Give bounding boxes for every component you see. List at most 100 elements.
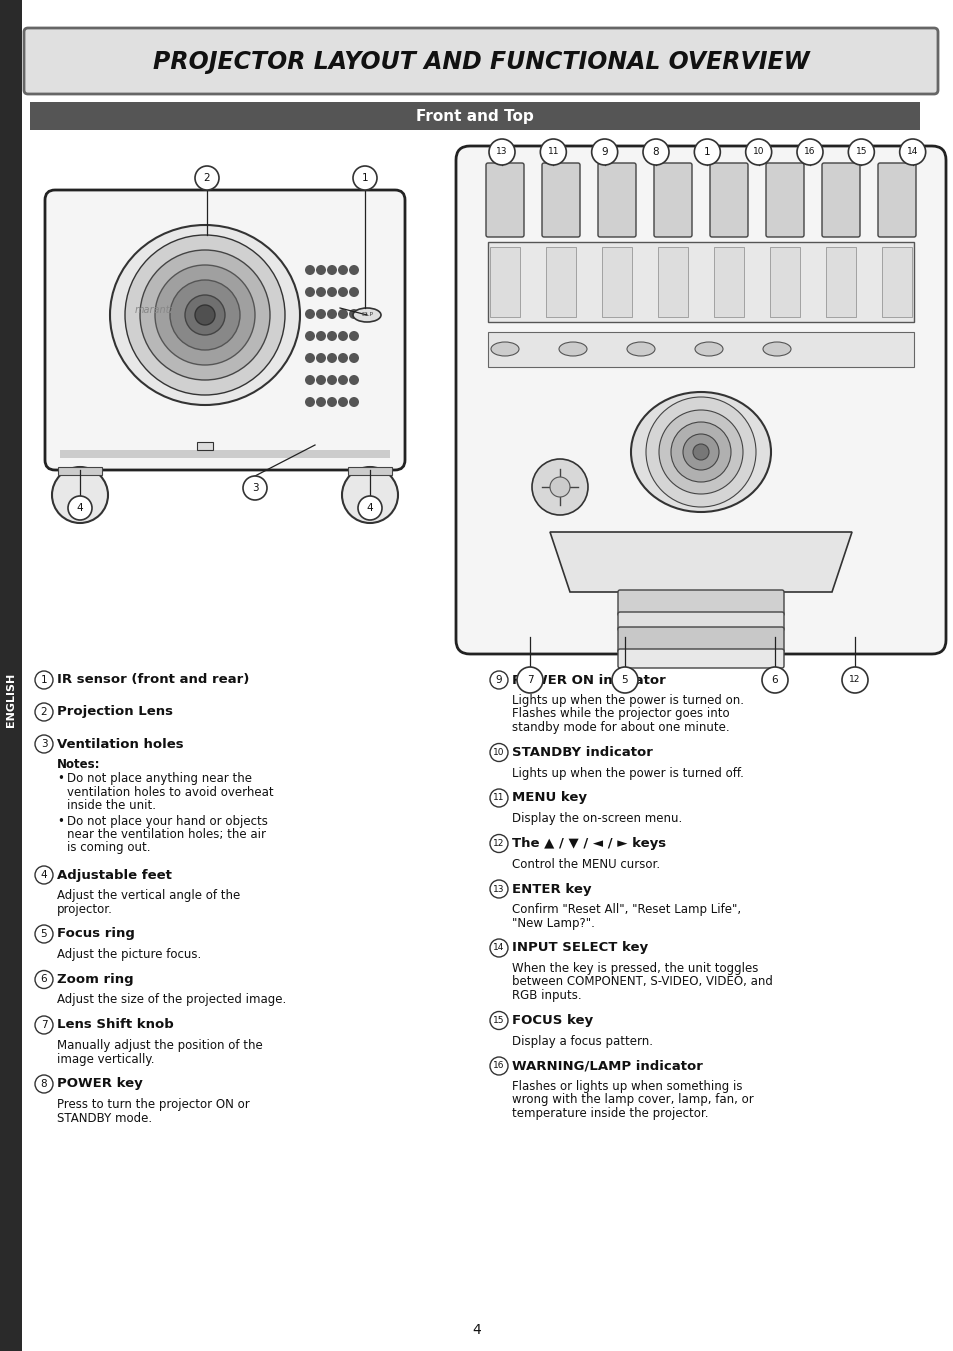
- Circle shape: [349, 265, 358, 276]
- Text: POWER ON indicator: POWER ON indicator: [512, 674, 665, 686]
- Circle shape: [490, 1056, 507, 1075]
- Circle shape: [591, 139, 617, 165]
- Circle shape: [349, 309, 358, 319]
- Circle shape: [349, 286, 358, 297]
- Text: 5: 5: [621, 676, 628, 685]
- Text: 4: 4: [472, 1323, 481, 1337]
- Text: 12: 12: [493, 839, 504, 848]
- Circle shape: [35, 1075, 53, 1093]
- FancyBboxPatch shape: [654, 163, 691, 236]
- Text: Display the on-screen menu.: Display the on-screen menu.: [512, 812, 681, 825]
- Circle shape: [327, 286, 336, 297]
- Bar: [545, 247, 576, 317]
- Text: projector.: projector.: [57, 902, 112, 916]
- Bar: [882, 247, 911, 317]
- Circle shape: [682, 434, 719, 470]
- Circle shape: [694, 139, 720, 165]
- FancyBboxPatch shape: [598, 163, 636, 236]
- Circle shape: [35, 703, 53, 721]
- Circle shape: [68, 496, 91, 520]
- Text: When the key is pressed, the unit toggles: When the key is pressed, the unit toggle…: [512, 962, 758, 975]
- Bar: [348, 467, 392, 476]
- Circle shape: [642, 139, 668, 165]
- Text: Manually adjust the position of the: Manually adjust the position of the: [57, 1039, 262, 1052]
- Text: 11: 11: [547, 147, 558, 157]
- Circle shape: [305, 376, 314, 385]
- Text: 1: 1: [703, 147, 710, 157]
- Bar: [601, 247, 631, 317]
- Text: DLP: DLP: [360, 312, 373, 317]
- Circle shape: [761, 667, 787, 693]
- FancyBboxPatch shape: [24, 28, 937, 95]
- Circle shape: [490, 789, 507, 807]
- Circle shape: [243, 476, 267, 500]
- Text: Projection Lens: Projection Lens: [57, 705, 172, 719]
- Text: 8: 8: [41, 1079, 48, 1089]
- Bar: [196, 442, 213, 450]
- Circle shape: [847, 139, 873, 165]
- Text: RGB inputs.: RGB inputs.: [512, 989, 581, 1002]
- Circle shape: [490, 939, 507, 957]
- Circle shape: [125, 235, 285, 394]
- Text: 1: 1: [361, 173, 368, 182]
- Text: Flashes while the projector goes into: Flashes while the projector goes into: [512, 708, 729, 720]
- FancyBboxPatch shape: [541, 163, 579, 236]
- Text: 15: 15: [493, 1016, 504, 1025]
- Text: 4: 4: [366, 503, 373, 513]
- Text: Adjust the picture focus.: Adjust the picture focus.: [57, 948, 201, 961]
- Circle shape: [315, 286, 326, 297]
- Circle shape: [337, 353, 348, 363]
- Circle shape: [305, 265, 314, 276]
- Circle shape: [327, 397, 336, 407]
- Text: 2: 2: [204, 173, 210, 182]
- Circle shape: [327, 309, 336, 319]
- Text: ENGLISH: ENGLISH: [6, 673, 16, 727]
- Circle shape: [337, 397, 348, 407]
- FancyBboxPatch shape: [45, 190, 405, 470]
- Circle shape: [337, 286, 348, 297]
- Text: is coming out.: is coming out.: [67, 842, 151, 854]
- Text: Control the MENU cursor.: Control the MENU cursor.: [512, 858, 659, 870]
- Circle shape: [154, 265, 254, 365]
- Text: POWER key: POWER key: [57, 1078, 143, 1090]
- Circle shape: [327, 265, 336, 276]
- Ellipse shape: [110, 226, 299, 405]
- Text: 6: 6: [41, 974, 48, 985]
- Text: Press to turn the projector ON or: Press to turn the projector ON or: [57, 1098, 250, 1111]
- Ellipse shape: [626, 342, 655, 357]
- Text: ventilation holes to avoid overheat: ventilation holes to avoid overheat: [67, 785, 274, 798]
- Text: near the ventilation holes; the air: near the ventilation holes; the air: [67, 828, 266, 842]
- Text: 3: 3: [252, 484, 258, 493]
- Ellipse shape: [353, 308, 380, 322]
- Circle shape: [490, 671, 507, 689]
- Ellipse shape: [695, 342, 722, 357]
- Circle shape: [35, 671, 53, 689]
- Ellipse shape: [558, 342, 586, 357]
- Text: standby mode for about one minute.: standby mode for about one minute.: [512, 721, 729, 734]
- Text: Ventilation holes: Ventilation holes: [57, 738, 183, 751]
- Circle shape: [305, 331, 314, 340]
- Text: 3: 3: [41, 739, 48, 748]
- Bar: [769, 247, 800, 317]
- Circle shape: [315, 265, 326, 276]
- Text: 12: 12: [848, 676, 860, 685]
- Circle shape: [490, 880, 507, 898]
- Text: "New Lamp?".: "New Lamp?".: [512, 916, 595, 929]
- Text: inside the unit.: inside the unit.: [67, 798, 156, 812]
- FancyBboxPatch shape: [618, 612, 783, 631]
- Text: Adjustable feet: Adjustable feet: [57, 869, 172, 881]
- Text: 6: 6: [771, 676, 778, 685]
- Text: 13: 13: [496, 147, 507, 157]
- Circle shape: [353, 166, 376, 190]
- Text: Adjust the size of the projected image.: Adjust the size of the projected image.: [57, 993, 286, 1006]
- Circle shape: [612, 667, 638, 693]
- Text: 5: 5: [41, 929, 48, 939]
- Circle shape: [349, 353, 358, 363]
- Circle shape: [692, 444, 708, 459]
- Text: STANDBY indicator: STANDBY indicator: [512, 746, 652, 759]
- Bar: [60, 450, 390, 458]
- FancyBboxPatch shape: [618, 590, 783, 616]
- Text: Focus ring: Focus ring: [57, 928, 134, 940]
- Text: 14: 14: [906, 147, 918, 157]
- Circle shape: [305, 309, 314, 319]
